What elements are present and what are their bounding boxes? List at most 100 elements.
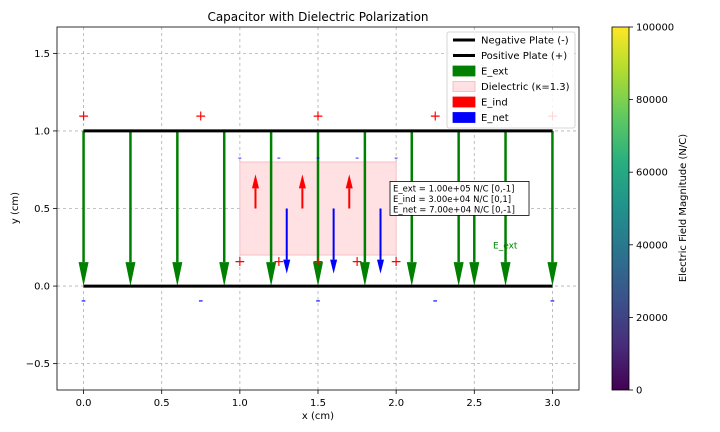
annotation-line-net: E_net = 7.00e+04 N/C [0,-1] (393, 205, 515, 215)
e-ext-arrow-head (453, 262, 464, 287)
e-ext-arrow-head (406, 262, 417, 287)
legend-swatch-patch (452, 81, 476, 92)
legend-swatch-patch (452, 96, 476, 108)
plate-charge-minus: - (433, 293, 438, 309)
dielectric-charge-plus: + (273, 254, 285, 270)
e-ext-arrow-head (219, 262, 230, 287)
e-net-arrow-head (283, 259, 291, 274)
dielectric-charge-plus: + (234, 254, 246, 270)
plate-charge-plus: + (78, 108, 90, 124)
x-tick-label: 1.0 (232, 398, 248, 409)
e-ext-arrow (547, 130, 558, 287)
x-axis-label: x (cm) (302, 411, 334, 422)
e-net-arrows (283, 208, 385, 274)
dielectric-charge-minus: - (238, 151, 242, 164)
legend-label: E_net (481, 113, 509, 124)
e-ext-arrow-head (266, 262, 277, 287)
e-ind-arrow (345, 174, 353, 209)
e-ext-arrow-head (172, 262, 183, 287)
plate-charge-plus: + (312, 108, 324, 124)
e-ind-arrow (298, 174, 306, 209)
legend: Negative Plate (-) Positive Plate (+) E_ex… (446, 31, 576, 129)
e-net-arrow (283, 208, 291, 274)
colorbar-tick-label: 20000 (636, 313, 668, 324)
y-axis-label: y (cm) (10, 192, 21, 224)
dielectric-charge-minus: - (277, 151, 281, 164)
e-ext-arrow (172, 130, 183, 287)
e-ind-arrow-head (298, 174, 306, 189)
annotation-line-ind: E_ind = 3.00e+04 N/C [0,1] (393, 195, 511, 205)
e-ext-arrow (78, 130, 89, 287)
x-tick-label: 3.0 (544, 398, 560, 409)
e-ind-arrows (251, 174, 353, 209)
colorbar-gradient (612, 27, 629, 390)
e-ext-arrow (125, 130, 136, 287)
legend-label: Negative Plate (-) (481, 36, 569, 47)
plate-charge-minus: - (315, 293, 320, 309)
legend-items: Negative Plate (-) Positive Plate (+) E_ex… (452, 36, 570, 124)
colorbar-frame (611, 26, 630, 391)
e-ext-arrow (219, 130, 230, 287)
e-ext-arrow (313, 130, 323, 287)
e-ext-arrow-head (313, 262, 323, 287)
dielectric-charge-minus: - (355, 151, 359, 164)
e-ind-arrow-head (345, 174, 353, 189)
x-tick-label: 2.5 (466, 398, 482, 409)
e-net-arrow (330, 208, 338, 274)
annotation-frame (389, 181, 530, 216)
legend-label: Positive Plate (+) (481, 51, 567, 62)
e-ext-inline-label: E_ext (493, 242, 518, 252)
x-tick-label: 2.0 (388, 398, 404, 409)
chart-title: Capacitor with Dielectric Polarization (207, 10, 428, 24)
x-ticks: 0.0 0.5 1.0 1.5 2.0 2.5 3.0 (76, 390, 560, 409)
e-ind-arrow (251, 174, 259, 209)
plates (83, 129, 553, 288)
plate-charge-minus: - (81, 293, 86, 309)
y-tick-label: −0.5 (26, 359, 50, 370)
y-tick-label: 0.0 (34, 282, 50, 293)
colorbar-ticks: 0 20000 40000 60000 80000 100000 (629, 23, 674, 397)
annotation-line-ext: E_ext = 1.00e+05 N/C [0,-1] (393, 184, 514, 194)
dielectric-charge-plus: + (390, 254, 402, 270)
e-ind-arrow-head (251, 174, 259, 189)
e-net-arrow-head (330, 259, 338, 274)
dielectric-charge-plus: + (312, 254, 324, 270)
x-tick-label: 1.5 (310, 398, 326, 409)
e-ext-arrow (266, 130, 277, 287)
colorbar-label: Electric Field Magnitude (N/C) (678, 134, 689, 282)
e-ext-arrow-head (547, 262, 558, 287)
field-annotation-box: E_ext = 1.00e+05 N/C [0,-1] E_ind = 3.00… (389, 181, 530, 216)
legend-label: E_ind (481, 98, 508, 109)
legend-label: Dielectric (κ=1.3) (481, 82, 570, 93)
charges: +++++----------+++++ (78, 108, 559, 309)
e-ext-arrow-head (78, 262, 89, 287)
plate-charge-plus: + (195, 108, 207, 124)
e-ext-arrow-head (469, 262, 480, 287)
plate-charge-minus: - (550, 293, 555, 309)
legend-swatch-patch (452, 65, 476, 77)
legend-label: E_ext (481, 67, 508, 78)
e-ext-arrow (359, 130, 370, 287)
y-ticks: −0.5 0.0 0.5 1.0 1.5 (26, 49, 57, 370)
y-tick-label: 1.5 (34, 49, 50, 60)
colorbar-tick-label: 100000 (636, 23, 674, 34)
x-tick-label: 0.0 (76, 398, 92, 409)
y-tick-label: 1.0 (34, 126, 50, 137)
e-ext-arrow-head (359, 262, 370, 287)
e-net-arrow-head (377, 259, 385, 274)
legend-swatch-patch (452, 112, 476, 123)
colorbar-tick-label: 80000 (636, 95, 668, 106)
e-ext-arrow-head (500, 262, 511, 287)
colorbar: 0 20000 40000 60000 80000 100000 Electric Fie… (611, 23, 689, 397)
dielectric-charge-minus: - (316, 151, 320, 164)
x-tick-label: 0.5 (154, 398, 170, 409)
dielectric-charge-plus: + (351, 254, 363, 270)
e-ext-arrow-head (125, 262, 136, 287)
colorbar-tick-label: 60000 (636, 168, 668, 179)
e-net-arrow (377, 208, 385, 274)
legend-frame (446, 31, 576, 129)
plate-charge-plus: + (429, 108, 441, 124)
colorbar-tick-label: 40000 (636, 240, 668, 251)
dielectric-charge-minus: - (394, 151, 398, 164)
